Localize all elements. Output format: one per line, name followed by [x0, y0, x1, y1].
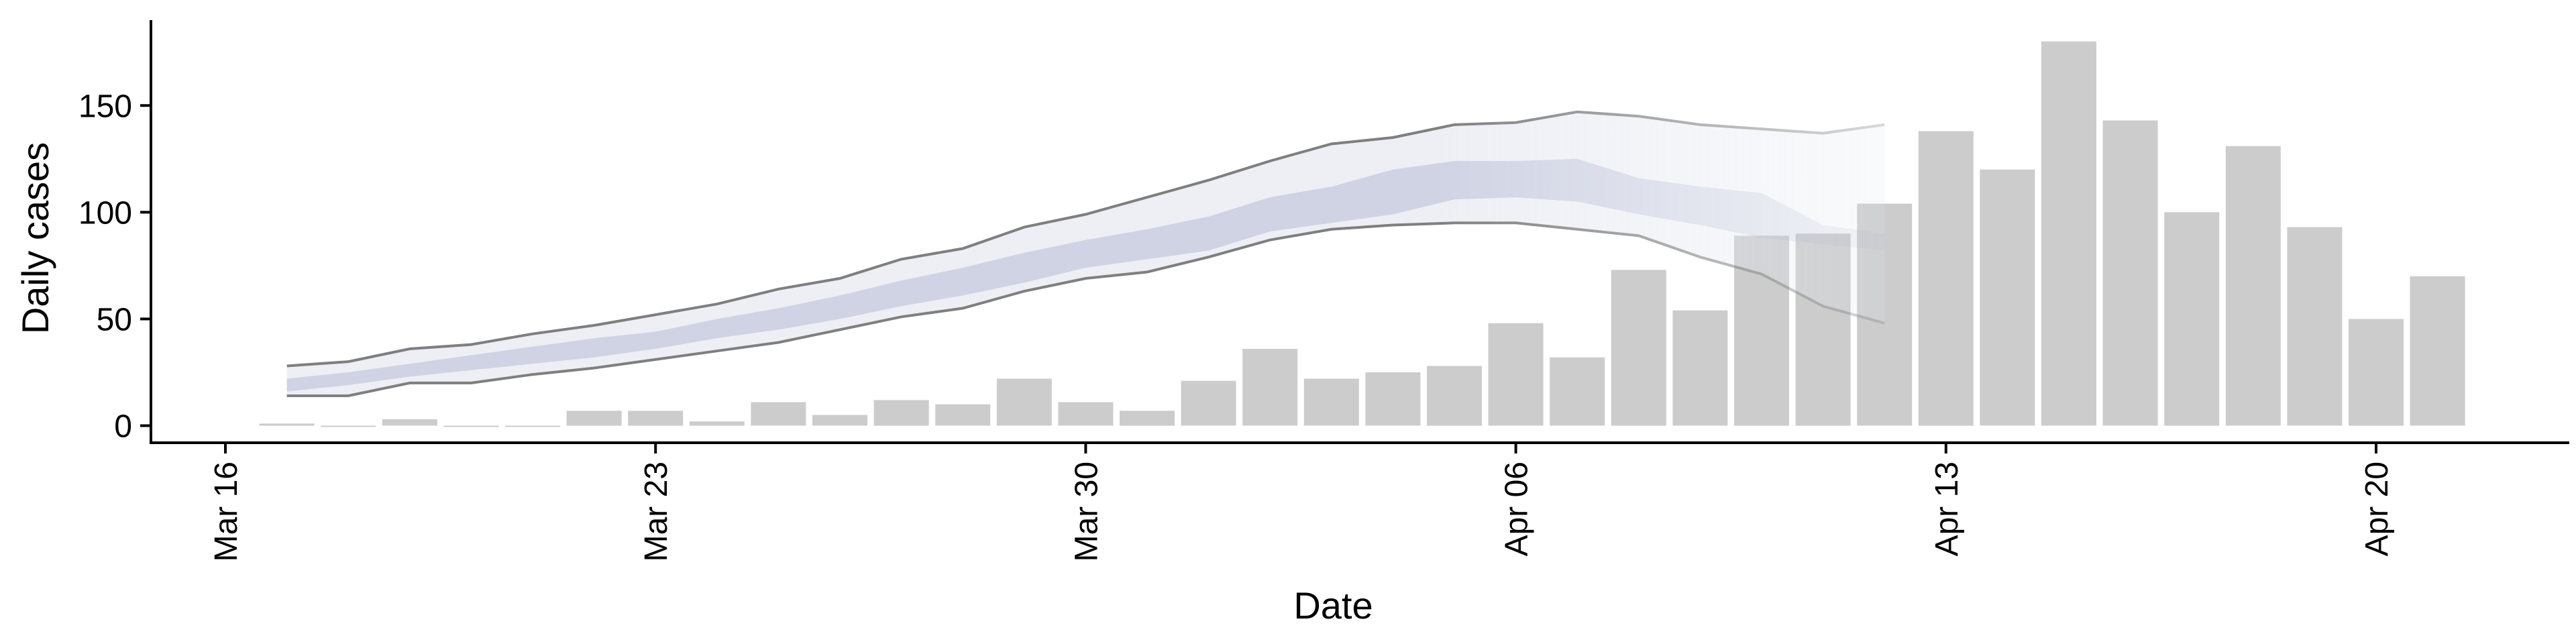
- bar: [1427, 366, 1482, 426]
- x-tick-label: Mar 23: [639, 462, 674, 561]
- bar: [1672, 310, 1728, 426]
- bars-layer: [259, 41, 2465, 427]
- bar: [1611, 270, 1666, 426]
- ci90-lower-line: [286, 221, 1885, 397]
- axes-layer: 0 50 100 150 Mar 16 Mar 23 Mar 30 Apr 06 Apr 13…: [14, 20, 2569, 627]
- bar: [2225, 146, 2281, 426]
- x-tick-label: Apr 13: [1929, 462, 1965, 556]
- bar: [1980, 169, 2035, 426]
- bar: [2041, 41, 2096, 426]
- bar: [812, 415, 867, 426]
- bar: [1242, 349, 1298, 426]
- ci50-band: [286, 158, 1885, 392]
- bar: [1181, 380, 1236, 426]
- y-axis-title: Daily cases: [14, 142, 56, 334]
- bar: [1918, 131, 1974, 426]
- bar: [1550, 357, 1605, 426]
- y-tick-label: 0: [114, 409, 132, 445]
- x-axis-title: Date: [1293, 584, 1373, 627]
- x-tick-label: Mar 16: [209, 462, 244, 561]
- bar: [259, 423, 315, 426]
- bar: [1120, 411, 1175, 426]
- bar: [382, 419, 437, 426]
- bar: [628, 411, 684, 426]
- bar: [1365, 372, 1421, 426]
- bar: [2410, 276, 2465, 426]
- ci90-upper-line: [286, 110, 1885, 368]
- bar: [689, 421, 745, 426]
- y-ticks: 0 50 100 150: [78, 89, 151, 445]
- bar: [321, 425, 376, 427]
- bar: [2164, 212, 2220, 426]
- bar: [1058, 402, 1114, 426]
- bar: [566, 411, 622, 426]
- y-tick-label: 50: [97, 302, 132, 337]
- bar: [751, 402, 806, 426]
- bar: [2287, 227, 2343, 426]
- bar: [505, 425, 560, 427]
- bar: [873, 400, 929, 426]
- y-tick-label: 150: [78, 89, 132, 124]
- x-tick-label: Apr 20: [2359, 462, 2395, 556]
- bar: [2102, 120, 2158, 426]
- estimate-band-layer: [286, 110, 1885, 397]
- bar: [1303, 378, 1359, 426]
- bar: [996, 378, 1052, 426]
- bar: [1488, 323, 1544, 426]
- x-tick-label: Apr 06: [1499, 462, 1535, 556]
- bar: [2349, 319, 2404, 426]
- x-ticks: Mar 16 Mar 23 Mar 30 Apr 06 Apr 13 Apr 20: [209, 443, 2395, 561]
- bar: [935, 404, 991, 426]
- y-tick-label: 100: [78, 195, 132, 231]
- x-tick-label: Mar 30: [1069, 462, 1104, 561]
- bar: [443, 425, 499, 427]
